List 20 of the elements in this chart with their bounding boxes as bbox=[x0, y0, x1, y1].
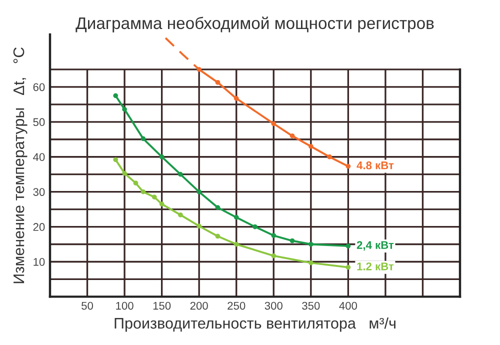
y-axis-title: Изменение температуры Δt, °C bbox=[13, 47, 28, 284]
y-tick-label: 50 bbox=[33, 118, 45, 126]
series-label: 1.2 кВт bbox=[357, 262, 394, 270]
x-tick-label: 50 bbox=[82, 302, 94, 310]
series-label: 2,4 кВт bbox=[356, 241, 394, 251]
x-tick-label: 350 bbox=[302, 302, 320, 310]
y-tick-label: 40 bbox=[33, 153, 45, 161]
x-tick-label: 250 bbox=[228, 302, 246, 310]
y-tick-label: 60 bbox=[33, 83, 45, 92]
y-tick-label: 20 bbox=[33, 223, 45, 231]
x-tick-label: 400 bbox=[339, 302, 358, 310]
x-tick-label: 300 bbox=[264, 302, 282, 310]
x-tick-label: 200 bbox=[190, 302, 208, 310]
y-tick-label: 30 bbox=[33, 188, 45, 196]
series-label: 4.8 кВт bbox=[356, 161, 394, 170]
x-axis-title: Производительность вентилятора м³/ч bbox=[114, 317, 396, 332]
chart-title: Диаграмма необходимой мощности регистров bbox=[76, 16, 434, 32]
y-tick-label: 10 bbox=[34, 258, 45, 266]
x-tick-label: 150 bbox=[153, 302, 171, 310]
x-tick-label: 100 bbox=[116, 302, 134, 310]
